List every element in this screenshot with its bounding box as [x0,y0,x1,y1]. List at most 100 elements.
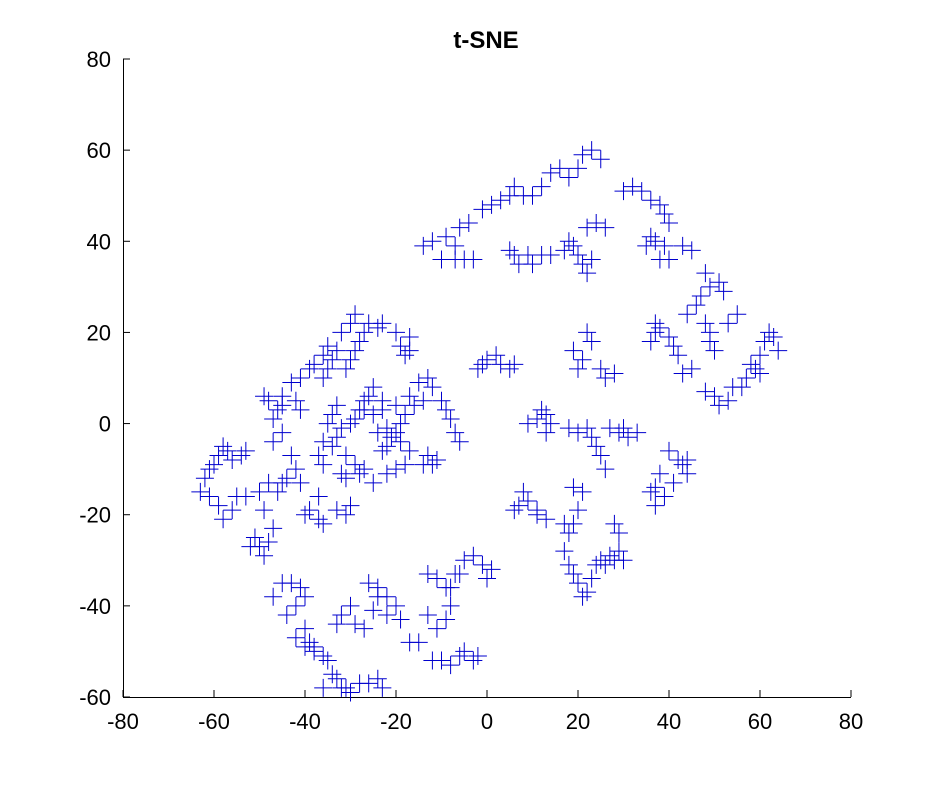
data-point [300,633,319,652]
data-point [710,396,729,415]
data-point [396,455,415,474]
data-point [336,505,355,524]
data-point [573,145,592,164]
data-point [450,432,469,451]
y-tick-label: 20 [87,320,111,345]
y-tick-label: 60 [87,138,111,163]
data-point [400,387,419,406]
data-point [232,446,251,465]
data-point [564,341,583,360]
data-point [259,533,278,552]
data-point [400,327,419,346]
data-point [432,391,451,410]
data-point [464,546,483,565]
data-point [528,501,547,520]
data-point [336,359,355,378]
data-point [578,323,597,342]
data-point [309,446,328,465]
data-point [641,482,660,501]
data-point [409,373,428,392]
data-point [441,410,460,429]
data-point [318,414,337,433]
data-point [327,501,346,520]
y-tick-label: 80 [87,47,111,72]
data-point [641,332,660,351]
data-point [650,195,669,214]
data-point [414,391,433,410]
data-point [541,414,560,433]
data-point [273,423,292,442]
data-point [423,232,442,251]
data-point [637,236,656,255]
x-tick-label: 20 [566,709,590,734]
data-point [446,423,465,442]
data-point [241,537,260,556]
data-point [559,168,578,187]
data-point [573,482,592,501]
data-point [391,414,410,433]
data-point [200,460,219,479]
data-point [391,337,410,356]
data-point [423,378,442,397]
data-point [609,542,628,561]
data-point [255,501,274,520]
data-point [741,355,760,374]
data-point [418,564,437,583]
data-point [341,496,360,515]
data-point [650,464,669,483]
data-point [195,469,214,488]
data-point [564,478,583,497]
data-point [564,514,583,533]
data-point [660,250,678,269]
data-point [405,396,424,415]
data-point [296,505,314,524]
data-point [346,455,365,474]
data-point [300,359,319,378]
data-point [751,346,769,365]
data-point [387,423,405,442]
data-point [314,369,333,387]
data-point [282,446,301,465]
data-point [282,373,301,392]
data-point [514,482,533,501]
data-point [700,277,719,296]
data-point [368,423,387,442]
data-point [205,455,223,474]
x-ticks: -80 -60 -40 -20 0 20 40 60 80 [107,690,863,734]
data-point [432,651,451,670]
data-point [418,605,437,624]
data-point [641,191,660,210]
data-point [596,218,615,237]
x-tick-label: 40 [657,709,681,734]
data-point [573,255,592,274]
data-point [268,482,287,501]
y-ticks: -60 -40 -20 0 20 40 60 80 [79,47,130,710]
data-point [673,236,692,255]
data-point [296,587,314,606]
data-point [332,419,351,438]
data-point [559,555,578,574]
data-point [327,396,346,415]
data-point [578,583,597,602]
y-tick-label: -20 [79,503,111,528]
data-point [614,551,633,570]
data-point [660,327,678,346]
data-point [582,428,601,447]
data-point [564,236,583,255]
data-point [609,523,628,542]
data-point [355,460,374,479]
data-point [236,487,255,506]
data-point [468,359,487,378]
data-point [332,464,351,483]
data-point [464,250,483,269]
data-point [764,327,783,346]
data-point [605,364,624,383]
data-point [628,423,647,442]
data-point [505,177,524,196]
data-point [355,391,374,410]
data-point [437,578,456,597]
data-point [396,346,415,365]
data-point [696,382,715,401]
data-point [751,364,769,383]
data-point [418,369,437,387]
